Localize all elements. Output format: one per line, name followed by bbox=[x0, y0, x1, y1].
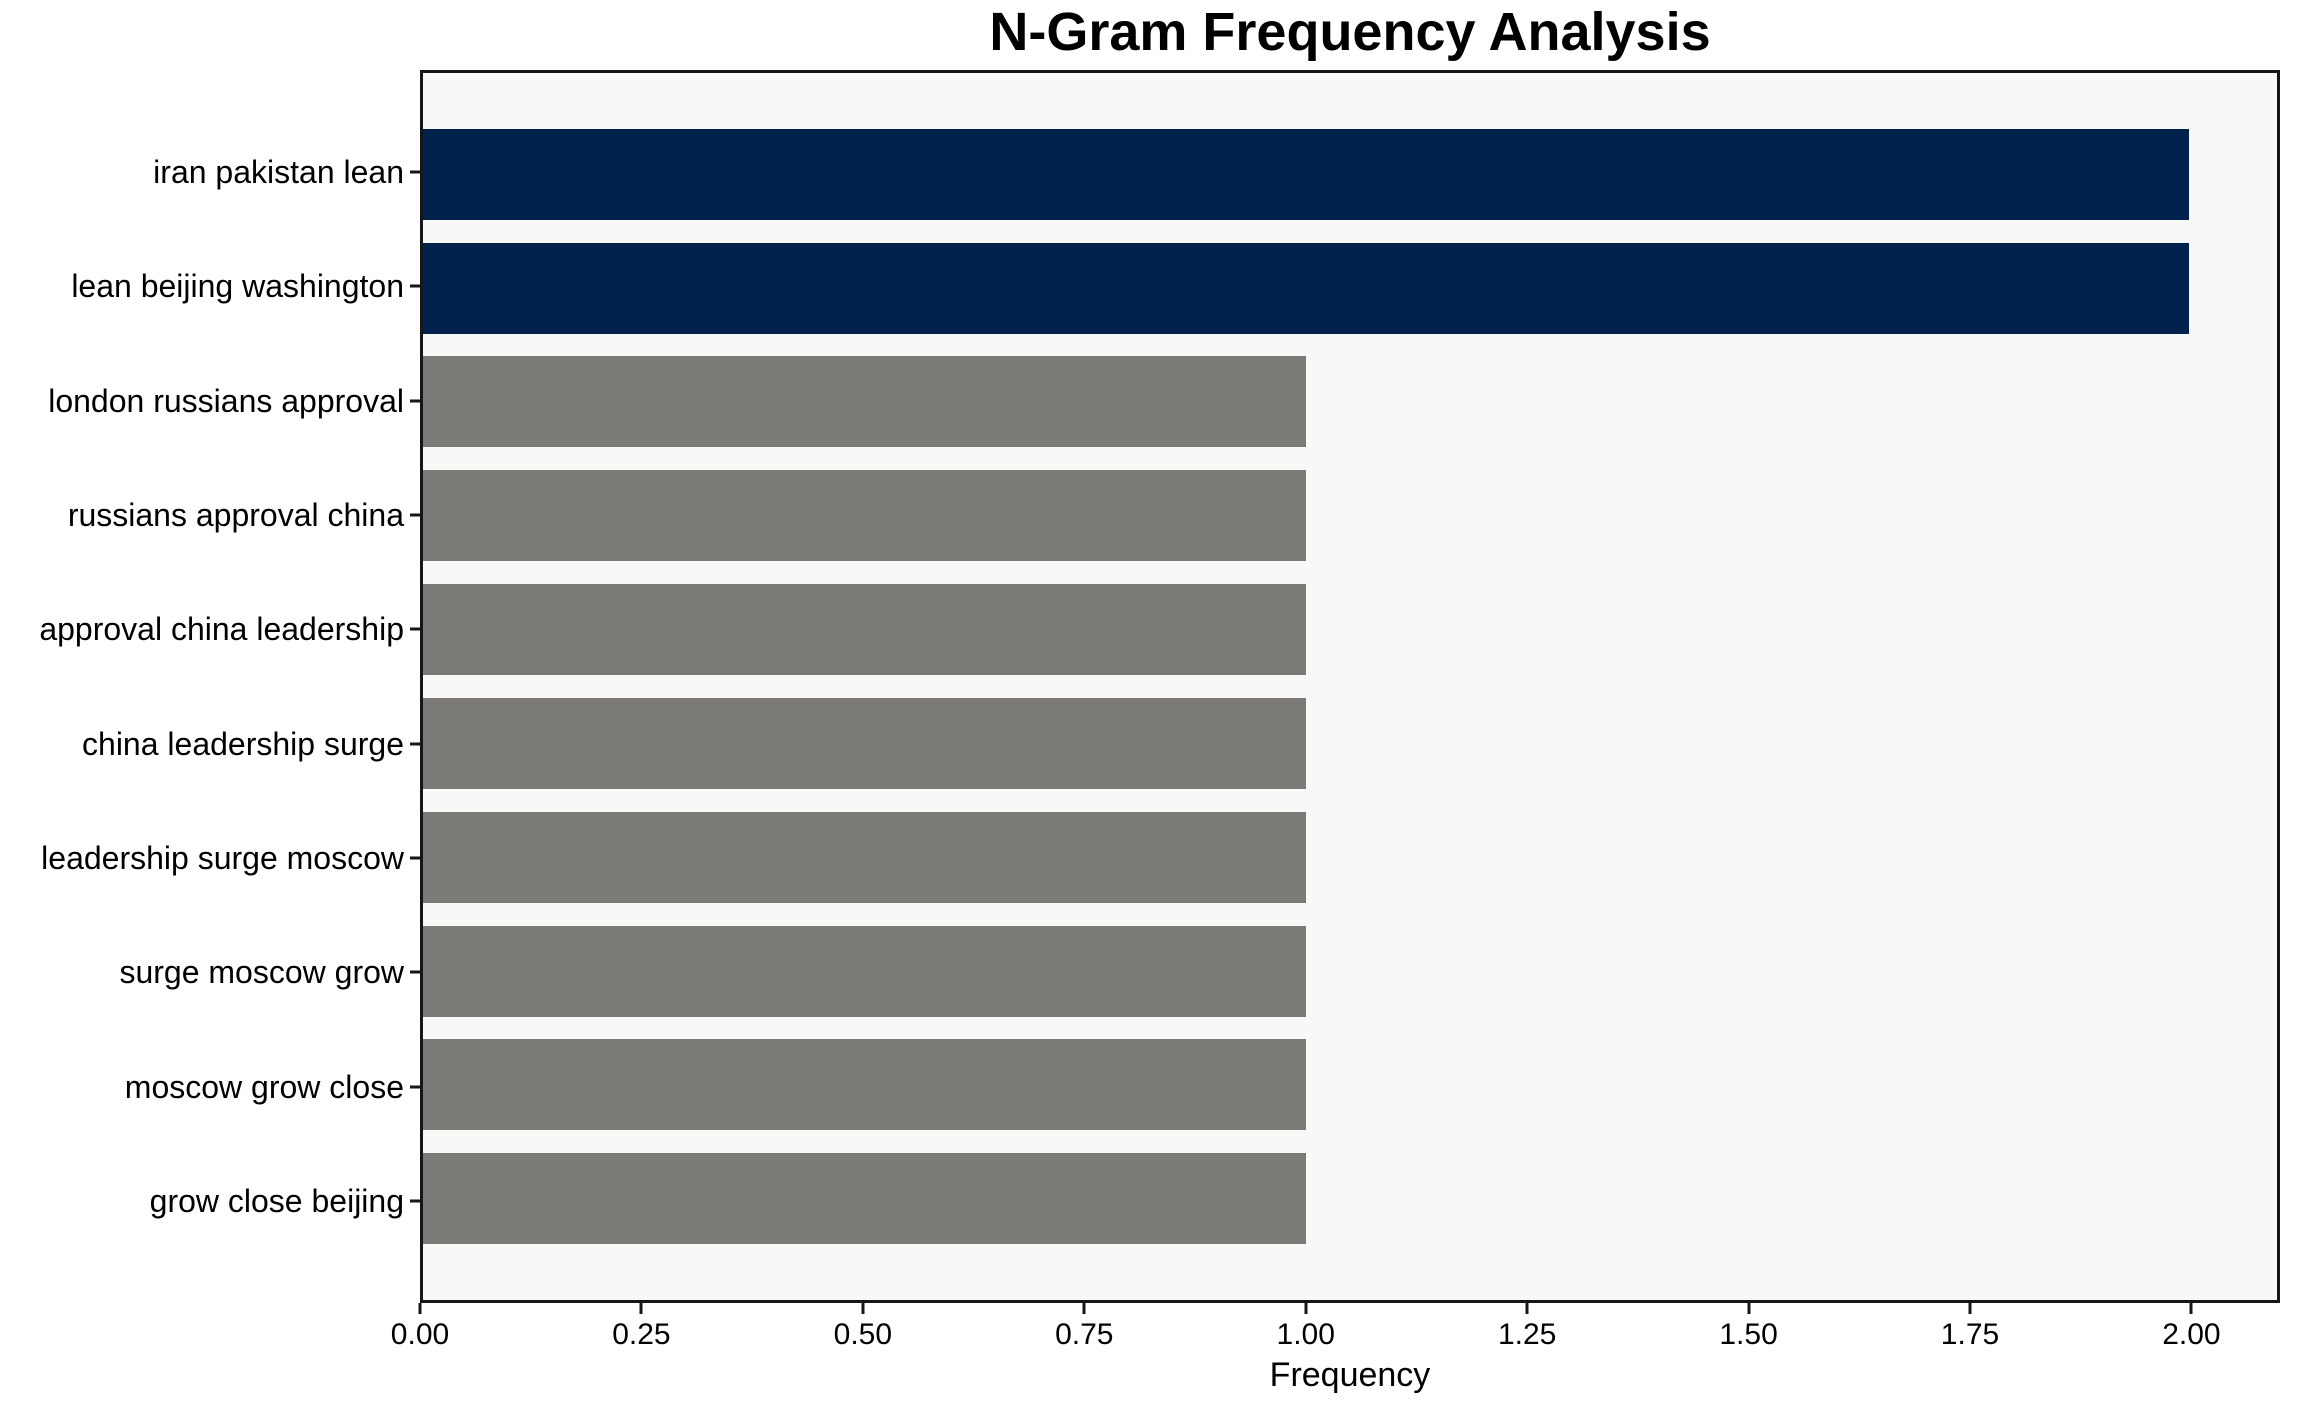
bar bbox=[423, 356, 1306, 448]
x-tick-label: 1.50 bbox=[1719, 1318, 1778, 1351]
y-tick-label: moscow grow close bbox=[124, 1068, 404, 1105]
x-tick-mark bbox=[418, 1303, 422, 1314]
bar bbox=[423, 925, 1306, 1017]
bar bbox=[423, 128, 2189, 220]
x-tick-label: 0.50 bbox=[833, 1318, 893, 1351]
y-tick-mark bbox=[410, 856, 420, 860]
x-tick-label: 1.75 bbox=[1940, 1318, 2000, 1351]
x-tick-mark bbox=[2189, 1303, 2193, 1314]
y-tick-label: china leadership surge bbox=[82, 725, 404, 762]
y-tick-label: approval china leadership bbox=[39, 611, 404, 648]
y-tick-marks bbox=[410, 70, 420, 1303]
plot-area bbox=[420, 70, 2280, 1303]
x-tick-label: 0.00 bbox=[390, 1318, 450, 1351]
x-tick-label: 1.00 bbox=[1276, 1318, 1335, 1351]
y-tick-label: lean beijing washington bbox=[71, 268, 404, 305]
x-tick-mark bbox=[639, 1303, 643, 1314]
y-tick-label: leadership surge moscow bbox=[41, 840, 404, 877]
x-tick-mark bbox=[1968, 1303, 1972, 1314]
x-tick-mark bbox=[861, 1303, 865, 1314]
bar bbox=[423, 470, 1306, 562]
y-tick-label: iran pakistan lean bbox=[153, 153, 404, 190]
y-tick-label: grow close beijing bbox=[149, 1183, 404, 1220]
y-tick-mark bbox=[410, 284, 420, 288]
bar bbox=[423, 697, 1306, 789]
y-tick-mark bbox=[410, 742, 420, 746]
x-tick-label: 0.75 bbox=[1055, 1318, 1114, 1351]
y-tick-mark bbox=[410, 399, 420, 403]
y-tick-label: surge moscow grow bbox=[119, 954, 404, 991]
chart-title: N-Gram Frequency Analysis bbox=[989, 2, 1711, 62]
y-axis: iran pakistan lean lean beijing washingto… bbox=[0, 70, 404, 1303]
y-tick-mark bbox=[410, 1199, 420, 1203]
y-tick-label: russians approval china bbox=[67, 496, 404, 533]
y-tick-mark bbox=[410, 1085, 420, 1089]
x-tick-label: 2.00 bbox=[2162, 1318, 2221, 1351]
x-tick-mark bbox=[1082, 1303, 1086, 1314]
y-tick-mark bbox=[410, 970, 420, 974]
x-tick-mark bbox=[1525, 1303, 1529, 1314]
bar bbox=[423, 1039, 1306, 1131]
x-axis-title: Frequency bbox=[1269, 1356, 1431, 1394]
x-tick-mark bbox=[1304, 1303, 1308, 1314]
y-tick-mark bbox=[410, 627, 420, 631]
y-tick-label: london russians approval bbox=[48, 382, 404, 419]
bar bbox=[423, 242, 2189, 334]
y-tick-mark bbox=[410, 513, 420, 517]
x-tick-label: 1.25 bbox=[1497, 1318, 1557, 1351]
bar bbox=[423, 1153, 1306, 1245]
y-tick-mark bbox=[410, 170, 420, 174]
x-tick-mark bbox=[1747, 1303, 1751, 1314]
bar bbox=[423, 811, 1306, 903]
bar bbox=[423, 584, 1306, 676]
x-tick-label: 0.25 bbox=[612, 1318, 671, 1351]
x-axis: 0.00 0.25 0.50 0.75 1.00 1.25 1.50 1.75 2.00 bbox=[391, 1303, 2280, 1403]
